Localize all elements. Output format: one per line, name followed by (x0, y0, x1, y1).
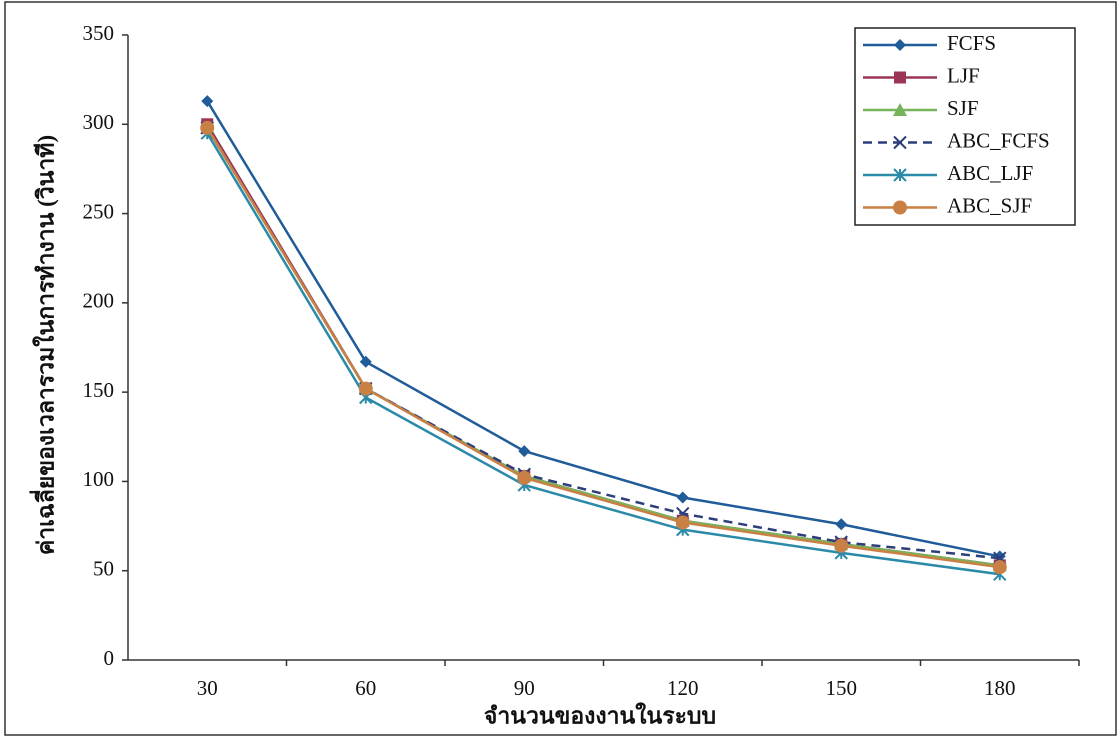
marker (200, 120, 215, 135)
legend-label: ABC_LJF (947, 161, 1033, 185)
legend-label: SJF (947, 96, 979, 120)
legend-box (854, 27, 1076, 226)
legend-label: ABC_FCFS (947, 128, 1050, 152)
marker (893, 103, 907, 116)
marker (201, 95, 214, 108)
marker (893, 200, 907, 215)
x-tick-label: 60 (355, 676, 376, 700)
x-axis-label: จำนวนของงานในระบบ (484, 701, 716, 728)
series-line (206, 127, 1000, 569)
x-tick-label: 180 (984, 676, 1016, 700)
y-tick-label: 200 (83, 289, 115, 313)
marker (834, 538, 849, 553)
marker (894, 39, 906, 51)
marker (358, 381, 373, 396)
y-tick-label: 50 (93, 557, 114, 581)
y-tick-label: 300 (83, 110, 115, 134)
y-axis-label: ค่าเฉลี่ยของเวลารวมในการทำงาน (วินาที) (28, 135, 58, 555)
y-tick-label: 100 (83, 467, 115, 491)
marker (359, 355, 372, 368)
x-tick-label: 120 (667, 676, 699, 700)
marker (835, 518, 848, 531)
x-tick-label: 30 (197, 676, 218, 700)
series-line (206, 132, 1000, 576)
legend-label: FCFS (947, 31, 996, 55)
series-line (206, 100, 1000, 558)
marker (894, 71, 906, 84)
legend-label: LJF (947, 63, 980, 87)
marker (893, 168, 907, 182)
y-tick-label: 150 (83, 378, 115, 402)
y-tick-label: 350 (83, 21, 115, 45)
marker (518, 445, 531, 458)
x-tick-label: 90 (514, 676, 535, 700)
y-tick-label: 0 (104, 646, 115, 670)
marker (517, 470, 532, 485)
y-tick-label: 250 (83, 199, 115, 223)
marker (675, 515, 690, 530)
marker (676, 491, 689, 504)
marker (992, 560, 1007, 575)
x-tick-label: 150 (826, 676, 858, 700)
legend-label: ABC_SJF (947, 193, 1032, 217)
marker (893, 135, 907, 150)
